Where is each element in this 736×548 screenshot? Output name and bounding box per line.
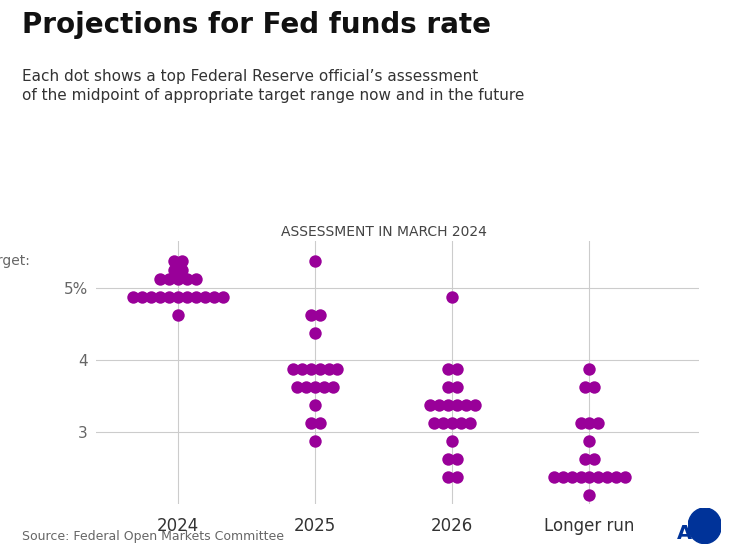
Point	[460, 401, 472, 409]
Point	[464, 419, 476, 427]
Point	[155, 293, 166, 301]
Point	[314, 364, 325, 373]
Point	[305, 364, 316, 373]
Point	[447, 437, 459, 446]
Point	[309, 383, 321, 391]
Point	[314, 419, 325, 427]
Point	[575, 473, 587, 482]
Point	[327, 383, 339, 391]
Point	[305, 419, 316, 427]
Text: Projections for Fed funds rate: Projections for Fed funds rate	[22, 11, 491, 39]
Point	[610, 473, 622, 482]
Point	[287, 364, 299, 373]
Point	[190, 275, 202, 283]
Point	[451, 401, 463, 409]
Point	[579, 383, 591, 391]
Point	[451, 364, 463, 373]
Text: Each dot shows a top Federal Reserve official’s assessment
of the midpoint of ap: Each dot shows a top Federal Reserve off…	[22, 68, 525, 104]
Point	[331, 364, 343, 373]
Point	[168, 266, 180, 275]
Point	[177, 256, 188, 265]
Point	[190, 293, 202, 301]
Point	[451, 383, 463, 391]
Point	[456, 419, 467, 427]
Point	[314, 311, 325, 319]
Point	[177, 266, 188, 275]
Point	[172, 275, 184, 283]
Point	[437, 419, 449, 427]
Point	[309, 401, 321, 409]
Point	[584, 364, 595, 373]
Point	[433, 401, 445, 409]
Point	[575, 419, 587, 427]
Point	[447, 293, 459, 301]
Point	[566, 473, 578, 482]
Text: Target:: Target:	[0, 254, 30, 268]
Point	[181, 293, 193, 301]
Point	[296, 364, 308, 373]
Point	[557, 473, 569, 482]
Point	[584, 491, 595, 500]
Text: ASSESSMENT IN MARCH 2024: ASSESSMENT IN MARCH 2024	[281, 225, 486, 239]
Point	[136, 293, 148, 301]
Point	[208, 293, 219, 301]
Text: AFP: AFP	[677, 523, 720, 543]
Point	[163, 293, 175, 301]
Point	[584, 437, 595, 446]
Text: Source: Federal Open Markets Committee: Source: Federal Open Markets Committee	[22, 529, 284, 543]
Point	[291, 383, 303, 391]
Point	[309, 329, 321, 338]
Point	[584, 419, 595, 427]
Point	[172, 311, 184, 319]
Point	[447, 419, 459, 427]
Point	[199, 293, 210, 301]
Point	[127, 293, 139, 301]
Point	[309, 437, 321, 446]
Point	[469, 401, 481, 409]
Point	[451, 455, 463, 464]
Point	[579, 455, 591, 464]
Point	[172, 293, 184, 301]
Point	[216, 293, 228, 301]
Point	[442, 364, 453, 373]
Circle shape	[688, 508, 721, 544]
Point	[168, 256, 180, 265]
Point	[322, 364, 334, 373]
Point	[318, 383, 330, 391]
Point	[145, 293, 157, 301]
Point	[592, 419, 604, 427]
Point	[584, 473, 595, 482]
Point	[305, 311, 316, 319]
Point	[548, 473, 559, 482]
Point	[424, 401, 436, 409]
Point	[588, 383, 600, 391]
Point	[442, 473, 453, 482]
Point	[442, 401, 453, 409]
Point	[163, 275, 175, 283]
Point	[442, 455, 453, 464]
Point	[592, 473, 604, 482]
Point	[442, 383, 453, 391]
Point	[428, 419, 440, 427]
Point	[181, 275, 193, 283]
Point	[300, 383, 312, 391]
Point	[155, 275, 166, 283]
Point	[588, 455, 600, 464]
Point	[451, 473, 463, 482]
Point	[601, 473, 613, 482]
Point	[309, 256, 321, 265]
Point	[619, 473, 631, 482]
